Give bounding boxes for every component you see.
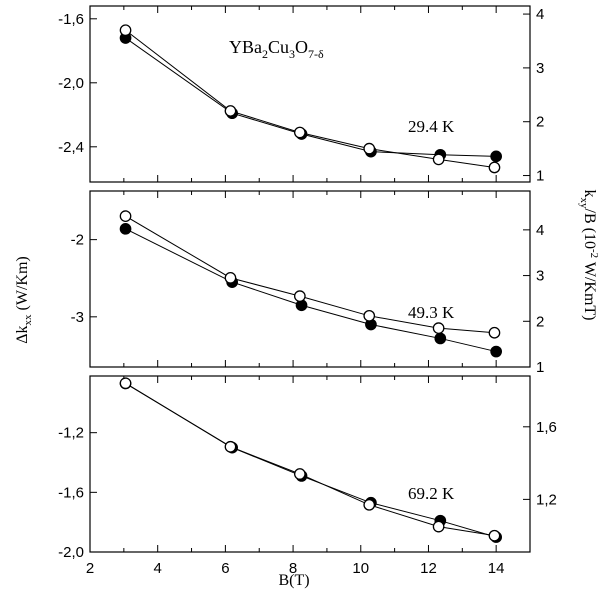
data-point-open — [488, 326, 501, 339]
y-left-main: Δk — [14, 325, 31, 343]
x-tick-label: 6 — [221, 560, 229, 577]
x-tick-label: 14 — [488, 560, 505, 577]
y-right-tick-label: 2 — [536, 313, 544, 330]
x-tick-label: 4 — [154, 560, 162, 577]
data-point-filled — [490, 150, 503, 163]
y-left-sub: xx — [22, 314, 34, 326]
y-right-a: k — [581, 190, 598, 198]
data-point-open — [488, 161, 501, 174]
data-point-open — [488, 529, 501, 542]
series-line-filled — [125, 228, 497, 353]
compound-sub-2: 3 — [289, 47, 295, 61]
y-right-tick-label: 3 — [536, 268, 544, 285]
compound-main: YBa — [229, 37, 262, 57]
y-left-tick-label: -1,6 — [58, 484, 84, 501]
data-point-filled — [490, 345, 503, 358]
y-right-tick-label: 1,6 — [536, 419, 557, 436]
x-axis-label: B(T) — [278, 572, 309, 589]
data-point-open — [432, 322, 445, 334]
x-tick-label: 12 — [420, 560, 437, 577]
y-left-tick-label: -2,0 — [58, 75, 84, 92]
y-left-tick-label: -2,0 — [58, 544, 84, 561]
data-point-open — [224, 105, 237, 117]
temperature-label: 49.3 K — [408, 303, 455, 322]
series-line-open — [125, 29, 495, 168]
data-point-filled — [434, 332, 447, 345]
data-point-open — [293, 468, 306, 480]
y-right-bsup: -2 — [588, 249, 600, 258]
y-left-tick-label: -2,4 — [58, 139, 84, 156]
x-tick-label: 2 — [86, 560, 94, 577]
y-right-b: /B (10 — [581, 209, 598, 249]
y-right-tick-label: 2 — [536, 114, 544, 131]
data-point-open — [432, 153, 445, 166]
data-point-open — [293, 126, 306, 139]
y-right-c: W/KmT) — [581, 258, 598, 320]
temperature-label: 29.4 K — [408, 117, 455, 136]
y-left-tick-label: -2 — [71, 232, 84, 249]
y-right-tick-label: 1,2 — [536, 491, 557, 508]
data-point-open — [363, 142, 376, 155]
y-right-tick-label: 4 — [536, 222, 544, 239]
data-point-open — [119, 210, 132, 222]
y-axis-label-right: kxy/B (10-2 W/KmT) — [578, 190, 600, 321]
data-point-open — [224, 440, 237, 453]
x-tick-label: 8 — [289, 560, 297, 577]
x-tick-label: 10 — [352, 560, 369, 577]
plot-frame — [89, 5, 531, 183]
compound-main-2: Cu — [268, 37, 289, 57]
compound-main-3: O — [295, 37, 308, 57]
data-point-open — [363, 309, 376, 322]
series-line-filled — [125, 37, 497, 157]
panel-1: -1,6 -2,0 -2,4 1 2 3 4 29.4 K — [58, 5, 544, 185]
plot-frame — [89, 375, 531, 553]
panel-3: 2 4 6 8 10 12 14 -1,2 -1,6 -2,0 1,2 1,6 69.2 K — [58, 375, 557, 577]
data-point-filled — [119, 222, 132, 235]
y-left-tick-label: -1,6 — [58, 11, 84, 28]
data-point-open — [363, 498, 376, 511]
data-point-open — [119, 24, 132, 37]
y-right-tick-label: 4 — [536, 6, 544, 23]
data-point-open — [224, 272, 237, 284]
y-left-tick-label: -1,2 — [58, 425, 84, 442]
data-point-open — [432, 520, 445, 533]
temperature-label: 69.2 K — [408, 484, 455, 503]
data-point-open — [119, 377, 132, 390]
y-right-asub: xy — [578, 198, 590, 210]
y-right-tick-label: 1 — [536, 168, 544, 185]
series-line-open — [125, 382, 495, 537]
data-point-open — [293, 290, 306, 302]
y-right-tick-label: 1 — [536, 359, 544, 376]
y-axis-label-left: Δkxx (W/Km) — [14, 256, 34, 344]
plot-frame — [89, 190, 531, 368]
y-right-tick-label: 3 — [536, 60, 544, 77]
compound-sub-1: 2 — [262, 47, 268, 61]
y-left-tick-label: -3 — [71, 309, 84, 326]
y-left-unit: (W/Km) — [14, 256, 31, 314]
compound-label: YBa2Cu3O7-δ — [229, 37, 324, 61]
series-line-open — [125, 215, 495, 334]
compound-sub-3: 7-δ — [308, 47, 324, 61]
series-line-filled — [125, 383, 497, 538]
panel-2: -2 -3 1 2 3 4 49.3 K — [71, 190, 544, 376]
